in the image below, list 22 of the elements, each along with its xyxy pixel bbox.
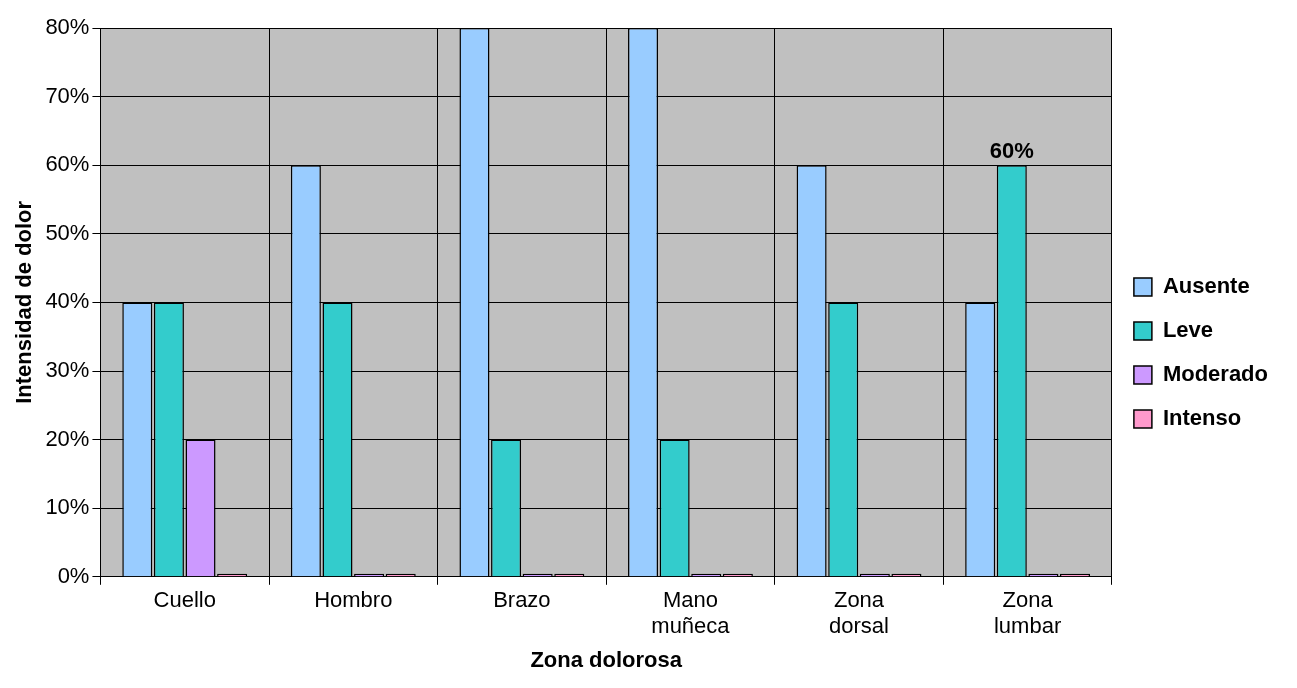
y-tick-label: 30%: [45, 357, 90, 383]
legend-label: Intenso: [1162, 405, 1242, 431]
legend-label: Leve: [1162, 317, 1214, 343]
x-tick-label: Hombro: [314, 587, 393, 613]
x-tick-label: Cuello: [153, 587, 216, 613]
x-tick-label: Zona lumbar: [993, 587, 1062, 639]
y-tick-label: 10%: [45, 494, 90, 520]
y-tick-label: 40%: [45, 288, 90, 314]
x-tick-label: Brazo: [493, 587, 551, 613]
y-tick-label: 0%: [57, 562, 90, 588]
y-tick-label: 70%: [45, 82, 90, 108]
x-tick-label: Mano muñeca: [651, 587, 731, 639]
legend-label: Moderado: [1162, 361, 1269, 387]
legend-label: Ausente: [1162, 273, 1250, 299]
x-axis-title: Zona dolorosa: [530, 646, 683, 672]
y-tick-label: 60%: [45, 151, 90, 177]
y-tick-label: 50%: [45, 219, 90, 245]
y-tick-label: 20%: [45, 425, 90, 451]
y-axis-title: Intensidad de dolor: [11, 200, 37, 404]
y-tick-label: 80%: [45, 14, 90, 40]
data-label: 60%: [989, 138, 1034, 164]
x-tick-label: Zona dorsal: [829, 587, 889, 639]
